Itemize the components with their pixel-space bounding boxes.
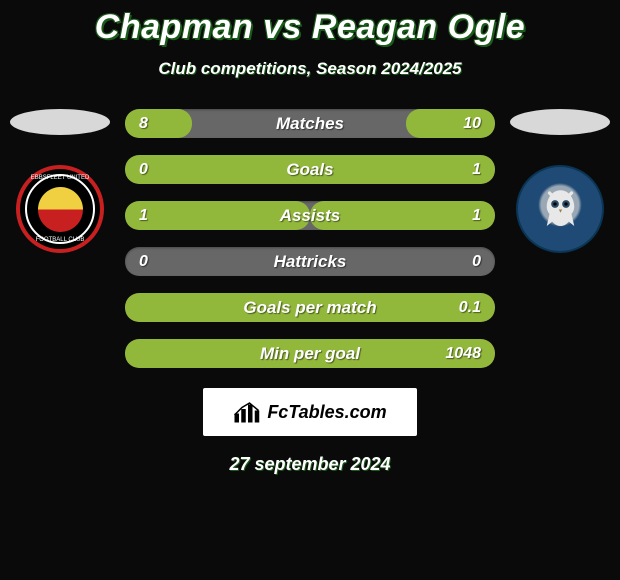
- comparison-card: Chapman vs Reagan Ogle Club competitions…: [0, 0, 620, 475]
- stat-row: 1Assists1: [125, 201, 495, 230]
- left-side: EBBSFLEET UNITED FOOTBALL CLUB: [5, 109, 115, 253]
- stat-value-right: 0: [472, 253, 481, 271]
- right-side: [505, 109, 615, 253]
- brand-text: FcTables.com: [267, 402, 386, 423]
- left-badge-inner-icon: [38, 187, 83, 232]
- stat-label: Min per goal: [125, 344, 495, 364]
- stat-label: Matches: [125, 114, 495, 134]
- left-marker: [10, 109, 110, 135]
- stat-label: Goals: [125, 160, 495, 180]
- stat-value-right: 1048: [445, 345, 481, 363]
- stat-value-right: 1: [472, 161, 481, 179]
- stat-row: Min per goal1048: [125, 339, 495, 368]
- stat-label: Goals per match: [125, 298, 495, 318]
- date-text: 27 september 2024: [0, 454, 620, 475]
- stat-row: 0Hattricks0: [125, 247, 495, 276]
- left-team-badge: EBBSFLEET UNITED FOOTBALL CLUB: [16, 165, 104, 253]
- stat-row: 8Matches10: [125, 109, 495, 138]
- subtitle: Club competitions, Season 2024/2025: [0, 59, 620, 79]
- stat-label: Assists: [125, 206, 495, 226]
- stat-label: Hattricks: [125, 252, 495, 272]
- stat-value-right: 0.1: [459, 299, 481, 317]
- right-marker: [510, 109, 610, 135]
- left-badge-top-text: EBBSFLEET UNITED: [20, 175, 100, 181]
- main-content: EBBSFLEET UNITED FOOTBALL CLUB 8Matches1…: [0, 109, 620, 368]
- owl-icon: [533, 182, 588, 237]
- brand-chart-icon: [233, 400, 263, 424]
- stat-value-right: 1: [472, 207, 481, 225]
- stats-column: 8Matches100Goals11Assists10Hattricks0Goa…: [125, 109, 495, 368]
- stat-value-right: 10: [463, 115, 481, 133]
- stat-row: 0Goals1: [125, 155, 495, 184]
- right-team-badge: [516, 165, 604, 253]
- stat-row: Goals per match0.1: [125, 293, 495, 322]
- brand-badge[interactable]: FcTables.com: [203, 388, 417, 436]
- left-badge-bottom-text: FOOTBALL CLUB: [20, 237, 100, 243]
- page-title: Chapman vs Reagan Ogle: [0, 8, 620, 47]
